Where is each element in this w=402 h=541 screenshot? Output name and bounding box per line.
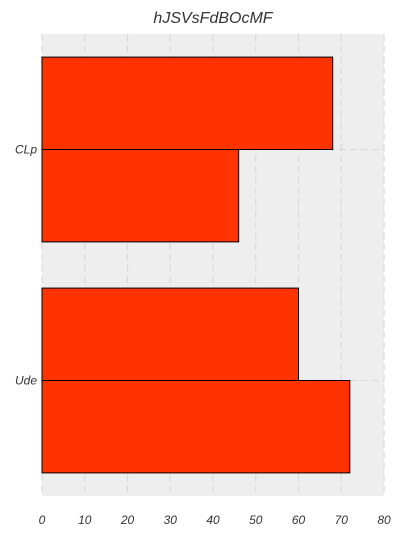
x-tick-label: 50 [249,513,263,527]
bar [41,287,299,382]
x-tick-label: 10 [78,513,92,527]
bar [41,56,334,150]
bars [41,56,351,474]
x-tick-label: 40 [206,513,220,527]
bar [41,149,240,243]
chart-title: hJSVsFdBOcMF [153,10,273,27]
x-tick-label: 80 [377,513,391,527]
y-tick-label: CLp [15,143,37,157]
x-tick-label: 30 [164,513,178,527]
bar [41,380,351,474]
x-tick-label: 60 [292,513,306,527]
x-tick-label: 0 [39,513,46,527]
y-tick-label: Ude [15,374,37,388]
x-tick-label: 70 [335,513,349,527]
axes: 0 10 20 30 40 50 60 70 80 CLp Ude [15,143,391,528]
x-tick-label: 20 [120,513,135,527]
